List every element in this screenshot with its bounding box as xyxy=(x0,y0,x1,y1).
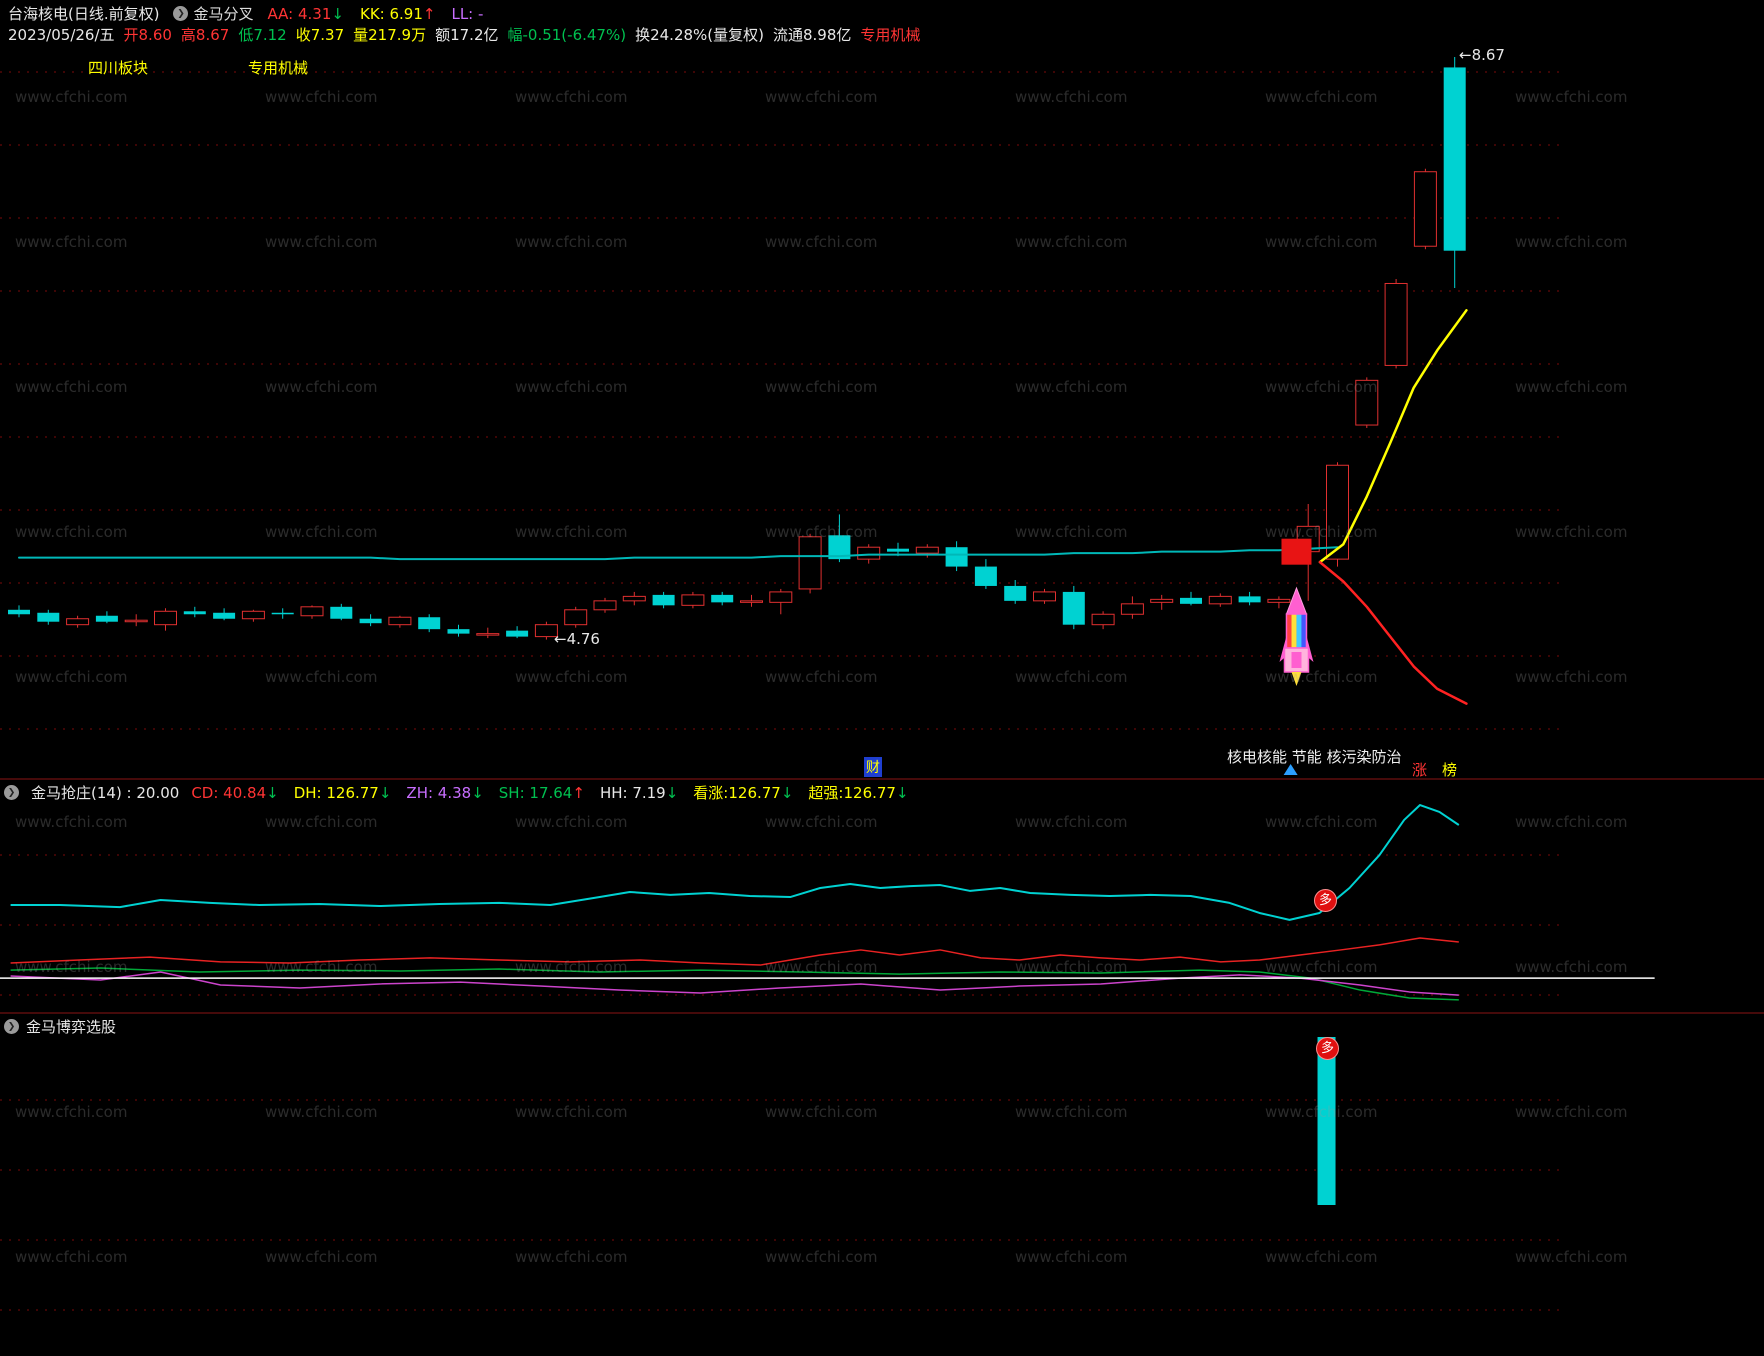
stat-hh: HH: 7.19↓ xyxy=(599,783,679,802)
quote-high: 高8.67 xyxy=(180,26,230,44)
stat-ll: LL: - xyxy=(451,4,484,23)
trend-arrow-icon: ↓ xyxy=(266,783,279,802)
signal-triangle-icon xyxy=(1283,764,1298,775)
buy-square-marker xyxy=(1281,538,1312,565)
quote-open: 开8.60 xyxy=(123,26,172,44)
cai-marker[interactable]: 财 xyxy=(864,757,882,777)
stat-chaoqiang: 超强:126.77↓ xyxy=(808,784,909,802)
panel3-collapse-icon[interactable]: ❯ xyxy=(4,1019,19,1034)
indicator-stats: AA: 4.31↓ KK: 6.91↑ LL: - xyxy=(268,5,484,23)
quote-bar: 2023/05/26/五 开8.60 高8.67 低7.12 收7.37 量217.9万额… xyxy=(8,24,920,45)
trend-arrow-icon: ↓ xyxy=(331,4,344,23)
sector-board-link[interactable]: 四川板块 xyxy=(88,59,149,77)
trend-arrow-icon: ↑ xyxy=(422,4,436,23)
main-indicator-name: 金马分叉 xyxy=(193,5,254,23)
quote-close: 收7.37 xyxy=(295,26,345,44)
bull-signal-badge: 多 xyxy=(1314,889,1337,912)
quote-date: 2023/05/26/五 xyxy=(8,26,115,44)
quote-low: 低7.12 xyxy=(238,26,287,44)
panel2-header: ❯ 金马抢庄(14) : 20.00 CD: 40.84↓ DH: 126.77↓… xyxy=(4,782,909,803)
stat-sh: SH: 17.64↑ xyxy=(498,783,585,802)
trend-arrow-icon: ↓ xyxy=(471,783,484,802)
panel2-title[interactable]: 金马抢庄(14) : 20.00 xyxy=(31,784,180,802)
title-bar: 台海核电(日线.前复权) ❯ 金马分叉 AA: 4.31↓ KK: 6.91↑ LL… xyxy=(8,3,483,24)
sector-industry-link[interactable]: 专用机械 xyxy=(248,59,309,77)
panel2-stats: CD: 40.84↓ DH: 126.77↓ ZH: 4.38↓ SH: 17.64↑… xyxy=(191,782,908,803)
quote-turnover: 换24.28%(量复权) xyxy=(635,26,764,44)
panel2-collapse-icon[interactable]: ❯ xyxy=(4,785,19,800)
indicator-toggle-icon[interactable]: ❯ xyxy=(173,6,189,21)
concept-tags: 核电核能 节能 核污染防治 xyxy=(1227,748,1402,766)
select-signal-bar xyxy=(1317,1037,1336,1205)
zhang-label[interactable]: 涨 xyxy=(1412,761,1428,779)
panel3-header: ❯ 金马博弈选股 xyxy=(4,1016,116,1037)
stat-aa: AA: 4.31↓ xyxy=(267,4,344,23)
stock-title: 台海核电(日线.前复权) xyxy=(8,5,160,23)
stat-zh: ZH: 4.38↓ xyxy=(406,783,484,802)
stat-kanzhang: 看涨:126.77↓ xyxy=(693,784,794,802)
panel3-title[interactable]: 金马博弈选股 xyxy=(26,1018,117,1036)
quote-float: 流通8.98亿 xyxy=(773,26,852,44)
trend-arrow-icon: ↓ xyxy=(378,783,392,802)
quote-amount: 额17.2亿 xyxy=(435,26,499,44)
bang-label[interactable]: 榜 xyxy=(1442,761,1458,779)
trend-arrow-icon: ↓ xyxy=(665,783,679,802)
quote-volume: 量217.9万 xyxy=(353,26,427,44)
quote-industry: 专用机械 xyxy=(860,26,921,44)
quote-change: 幅-0.51(-6.47%) xyxy=(507,26,627,44)
trend-arrow-icon: ↓ xyxy=(895,784,909,802)
price-annotation-high: ←8.67 xyxy=(1459,46,1505,64)
bull-select-badge: 多 xyxy=(1316,1037,1339,1060)
rocket-icon xyxy=(1279,586,1314,686)
price-annotation-low: ←4.76 xyxy=(554,630,600,648)
trend-arrow-icon: ↓ xyxy=(780,784,794,802)
main-indicator: ❯ 金马分叉 xyxy=(173,3,254,24)
stat-kk: KK: 6.91↑ xyxy=(359,4,436,23)
trend-arrow-icon: ↑ xyxy=(572,783,585,802)
stat-dh: DH: 126.77↓ xyxy=(293,783,392,802)
stat-cd: CD: 40.84↓ xyxy=(191,783,279,802)
